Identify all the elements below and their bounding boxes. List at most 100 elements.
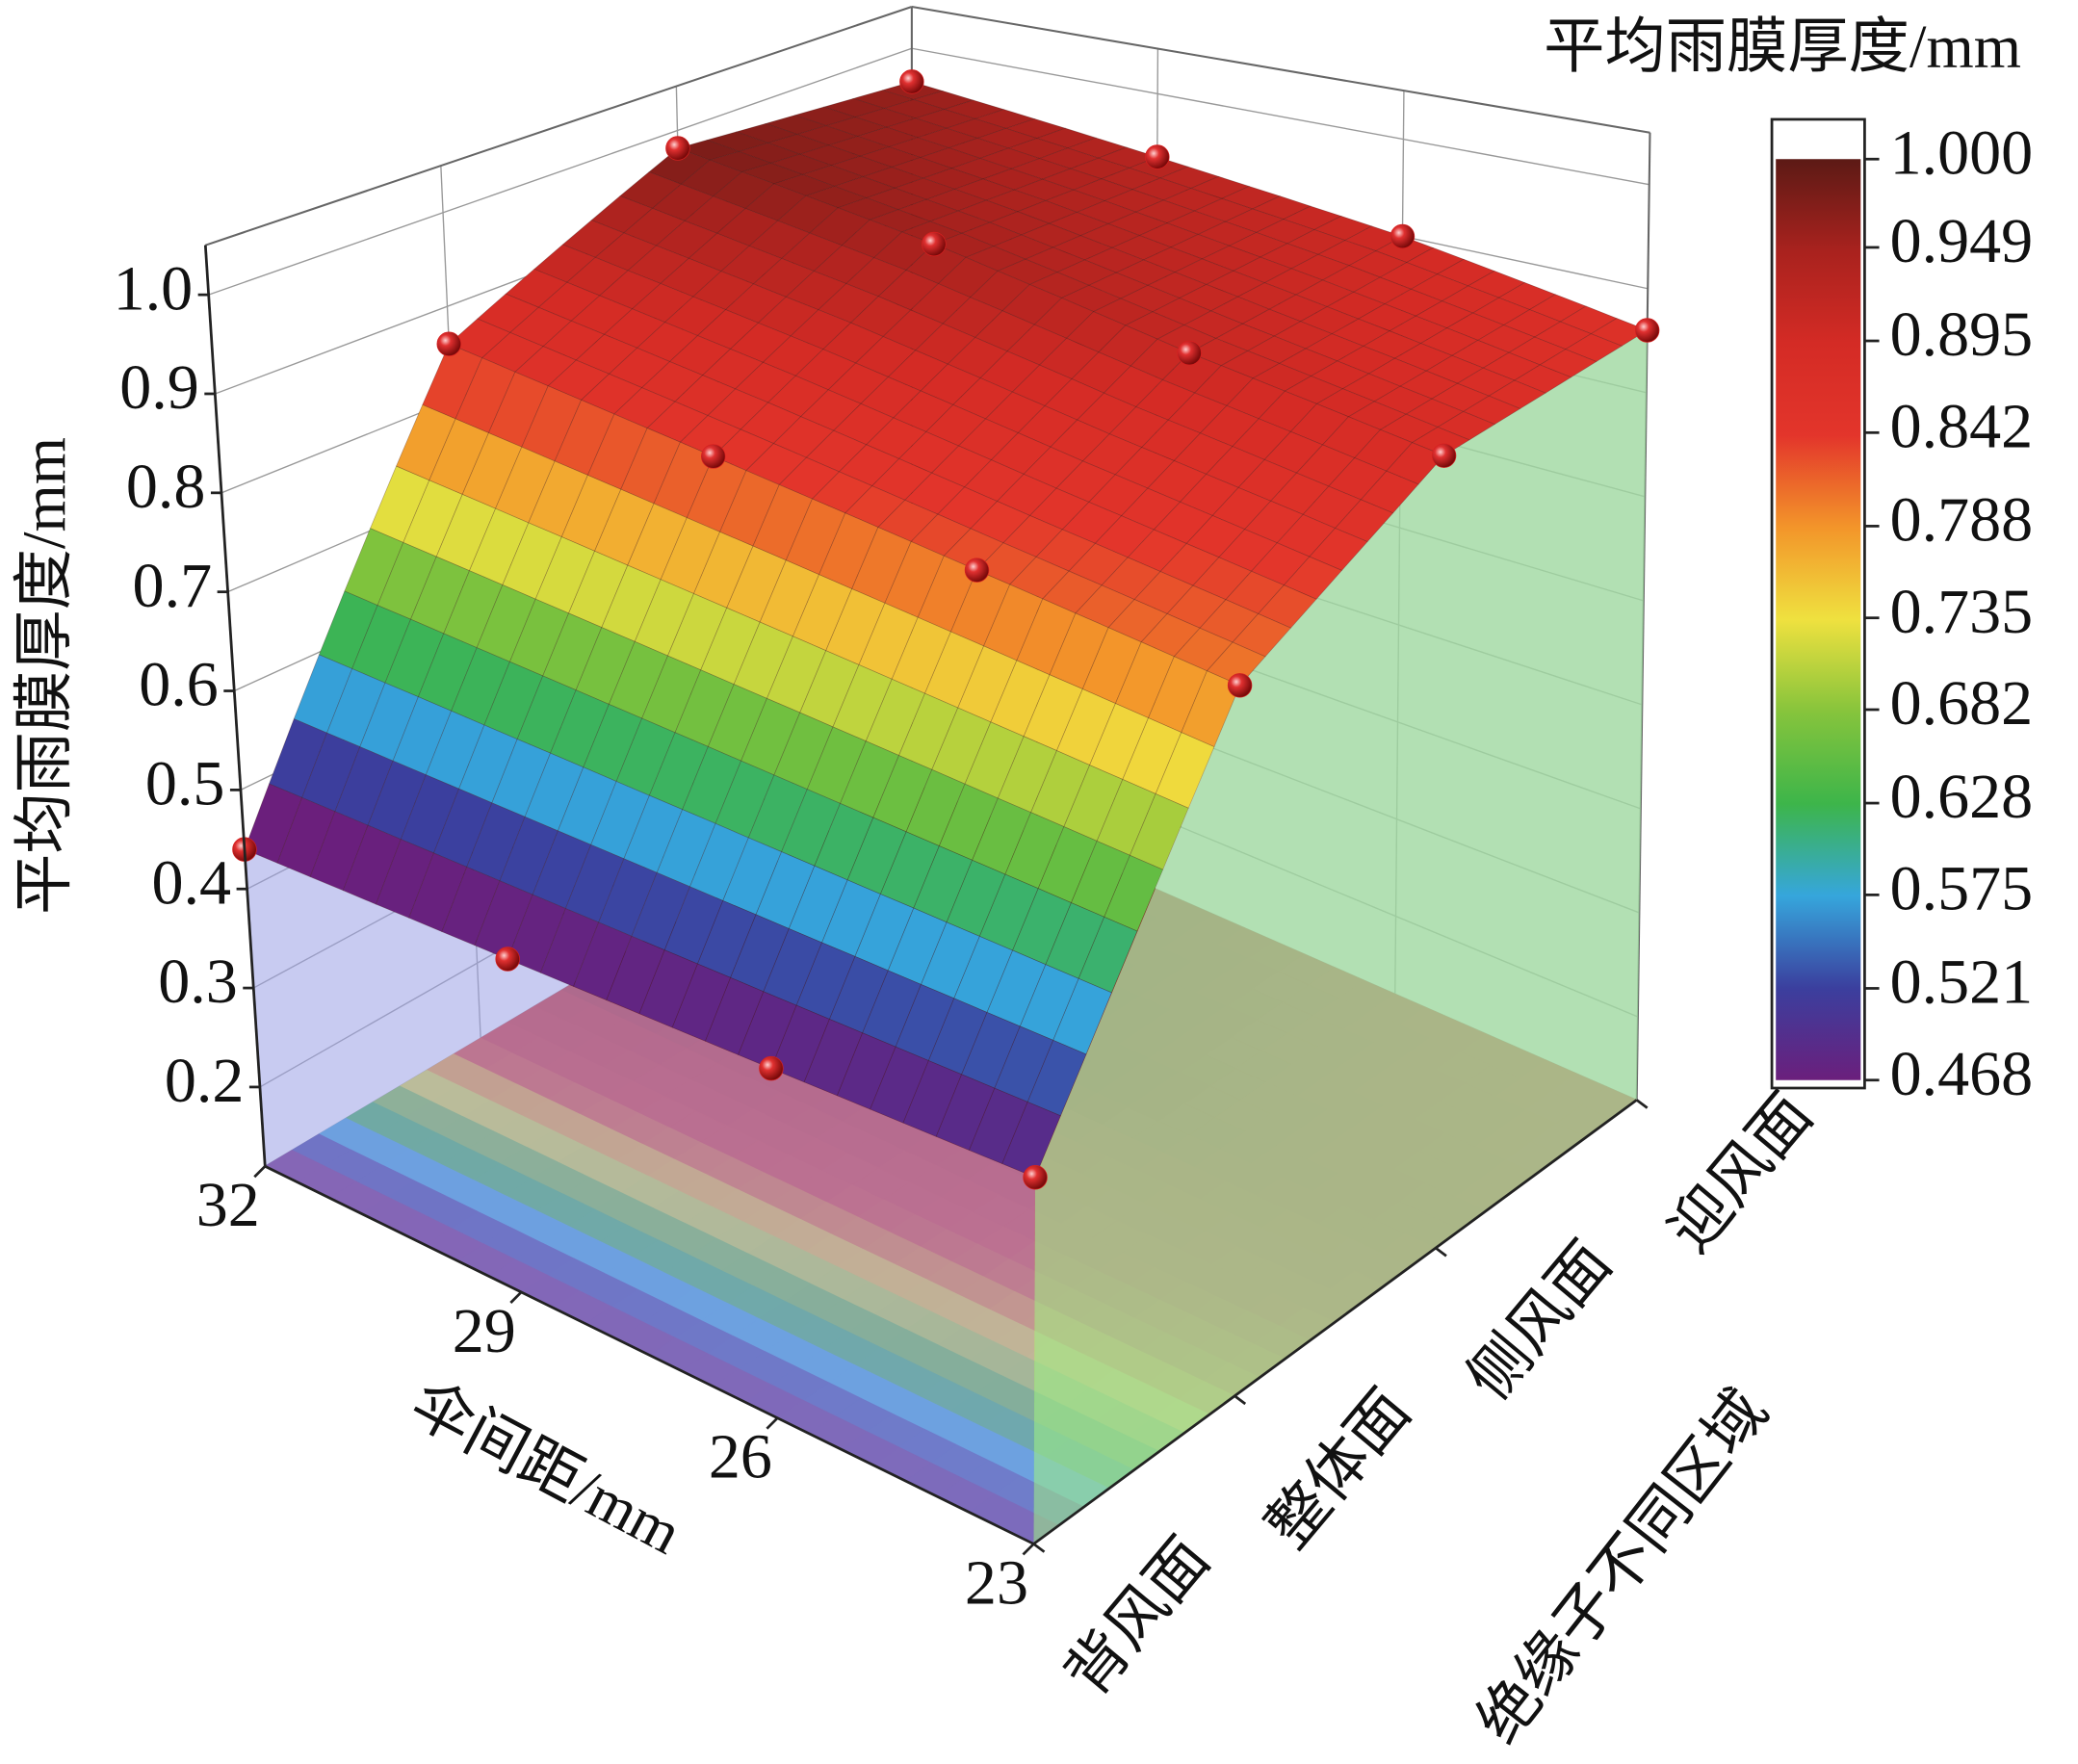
surface: [244, 81, 1649, 1179]
data-point: [701, 444, 726, 469]
x-tick: [1022, 1543, 1035, 1556]
data-point: [1145, 144, 1170, 169]
surface-patch: [925, 403, 987, 447]
surface-patch: [1156, 324, 1217, 353]
surface-patch: [969, 1087, 1028, 1165]
z-tick-label: 0.5: [145, 749, 225, 819]
surface-patch: [1251, 542, 1311, 586]
grid-line: [208, 47, 913, 296]
surface-patch: [957, 418, 1019, 461]
surface-patch: [641, 655, 702, 734]
surface-patch: [1081, 433, 1143, 476]
surface-patch: [755, 851, 816, 929]
surface-patch: [1456, 367, 1516, 397]
surface-patch: [1354, 428, 1414, 472]
data-points: [232, 69, 1660, 1190]
surface-patch: [891, 616, 951, 694]
surface-patch: [1528, 294, 1587, 323]
surface-patch: [970, 501, 1031, 544]
surface-patch: [1539, 349, 1597, 378]
x-tick-label: 32: [196, 1170, 260, 1240]
surface-patch: [794, 349, 857, 391]
surface-patch: [1162, 188, 1223, 212]
surface-patch: [599, 270, 662, 310]
category-label: 整体面: [1254, 1377, 1423, 1560]
colorbar-tick-label: 0.788: [1890, 485, 2034, 556]
surface-patch: [679, 415, 741, 457]
surface-patch: [1076, 200, 1137, 224]
data-point: [665, 136, 690, 161]
colorbar-tick-label: 0.682: [1890, 668, 2034, 739]
surface-patch: [1192, 557, 1253, 601]
x-axis-line: [264, 1164, 1035, 1545]
surface-patch: [575, 627, 636, 705]
z-tick-label: 0.7: [133, 551, 213, 621]
surface-patch: [483, 661, 544, 740]
surface-patch: [620, 428, 681, 505]
surface-patch: [1205, 270, 1266, 298]
surface-patch: [1533, 321, 1593, 350]
data-point: [922, 231, 947, 257]
x-tick: [509, 1290, 523, 1304]
surface-patch: [1335, 499, 1394, 542]
surface-patch: [953, 935, 1014, 1013]
z-tick-label: 0.3: [158, 947, 238, 1017]
surface-patch: [935, 1074, 996, 1152]
x-tick-label: 29: [453, 1296, 516, 1366]
surface-patch: [795, 125, 859, 146]
colorbar-tick-label: 1.000: [1890, 117, 2034, 188]
colorbar-gradient: [1776, 159, 1861, 1080]
surface-patch: [1347, 401, 1407, 430]
side-wall: [1033, 329, 1648, 1544]
surface-patch: [560, 475, 622, 552]
surface-patch: [573, 921, 633, 1001]
z-tick-label: 0.2: [165, 1046, 245, 1116]
surface-patch: [1011, 364, 1073, 406]
surface-patch: [905, 768, 966, 847]
surface-patch: [1070, 841, 1130, 918]
surface-patch: [1023, 446, 1084, 489]
x-tick-label: 23: [965, 1547, 1028, 1618]
surface-patch: [1004, 812, 1065, 890]
surface-patch: [1148, 656, 1208, 734]
surface-patch: [840, 740, 899, 818]
data-point: [1634, 318, 1660, 343]
surface-patch: [1514, 364, 1572, 394]
surface-patch: [603, 308, 666, 349]
surface-patch: [747, 774, 808, 853]
surface-patch: [613, 387, 676, 429]
surface-patch: [1258, 584, 1317, 629]
grid-line: [911, 47, 1649, 186]
colorbar-tick-label: 0.735: [1890, 577, 2034, 647]
surface-patch: [866, 417, 927, 459]
surface-patch: [818, 283, 879, 324]
side-walls: [244, 329, 1648, 1544]
surface-patch: [1077, 392, 1137, 435]
surface-patch: [564, 843, 625, 923]
data-point: [1227, 673, 1253, 698]
surface-patch: [1152, 298, 1212, 325]
surface-patch: [1037, 826, 1098, 904]
surface-patch: [542, 612, 603, 691]
surface-patch: [1173, 627, 1234, 672]
surface-patch: [539, 908, 600, 987]
y-axis-label: 绝缘子不同区域: [1465, 1378, 1780, 1755]
data-point: [436, 331, 462, 356]
surface-patch: [849, 296, 912, 337]
surface-patch: [1436, 258, 1495, 287]
surface-patch: [1508, 336, 1567, 366]
x-tick: [253, 1165, 267, 1179]
surface-patch: [1179, 284, 1239, 312]
surface-patch: [972, 797, 1032, 875]
surface-patch: [458, 724, 518, 804]
surface-patch: [1270, 472, 1330, 515]
surface-patch: [894, 177, 956, 200]
surface-patch: [1488, 379, 1546, 409]
surface-patch: [877, 270, 940, 311]
surface-patch: [1363, 330, 1422, 359]
colorbar-tick-label: 0.575: [1890, 854, 2034, 924]
z-tick-label: 0.6: [139, 650, 219, 720]
data-point: [899, 69, 924, 94]
surface-patch: [1328, 457, 1388, 501]
